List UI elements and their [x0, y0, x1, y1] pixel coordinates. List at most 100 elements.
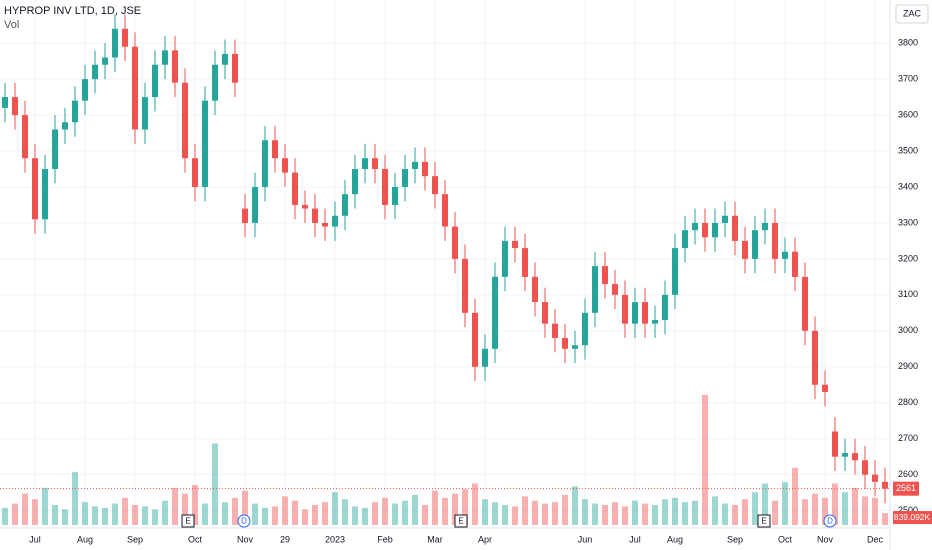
candle-body — [562, 338, 568, 349]
volume-bar — [252, 503, 258, 525]
volume-bar — [552, 502, 558, 525]
volume-bar — [692, 500, 698, 525]
volume-label: 839.092K — [894, 512, 931, 522]
candle-body — [512, 240, 518, 249]
volume-bar — [802, 499, 808, 525]
volume-bar — [2, 507, 8, 525]
volume-bar — [662, 499, 668, 525]
candle-body — [442, 194, 448, 227]
volume-bar — [42, 487, 48, 525]
candle-body — [712, 222, 718, 238]
candle-body — [772, 222, 778, 259]
x-tick-label: Oct — [188, 534, 203, 544]
candle-body — [132, 46, 138, 130]
volume-bar — [112, 503, 118, 525]
volume-bar — [822, 497, 828, 525]
last-price-box — [893, 481, 919, 496]
event-label: D — [827, 517, 833, 526]
volume-bar — [312, 504, 318, 525]
candle-body — [502, 240, 508, 277]
volume-bar — [182, 493, 188, 525]
volume-bar — [442, 497, 448, 525]
candle-body — [592, 266, 598, 313]
volume-bar — [332, 492, 338, 525]
candle-body — [342, 194, 348, 216]
chart-title: HYPROP INV LTD, 1D, JSE — [4, 5, 141, 17]
candle-body — [122, 28, 128, 47]
y-tick-label: 2700 — [898, 433, 918, 443]
volume-bar — [562, 494, 568, 525]
x-tick-label: Apr — [478, 534, 492, 544]
volume-bar — [242, 490, 248, 525]
candle-body — [662, 294, 668, 321]
volume-bar — [432, 490, 438, 525]
y-tick-label: 3400 — [898, 181, 918, 191]
volume-bar — [832, 483, 838, 525]
volume-bar — [342, 499, 348, 525]
volume-bar — [732, 504, 738, 525]
volume-bar — [842, 492, 848, 525]
event-marker — [237, 514, 251, 528]
candle-body — [22, 115, 28, 159]
candle-body — [862, 460, 868, 475]
volume-bar — [362, 507, 368, 525]
y-tick-label: 3000 — [898, 325, 918, 335]
y-tick-label: 2800 — [898, 397, 918, 407]
candle-body — [182, 82, 188, 159]
volume-bar — [582, 499, 588, 525]
candle-body — [402, 169, 408, 187]
volume-bar — [422, 504, 428, 525]
candle-body — [62, 122, 68, 130]
volume-bar — [122, 497, 128, 525]
x-tick-label: Jul — [29, 534, 41, 544]
volume-bar — [542, 503, 548, 525]
volume-bar — [482, 499, 488, 525]
volume-bar — [862, 496, 868, 525]
x-tick-label: Nov — [817, 534, 834, 544]
volume-bar — [872, 497, 878, 525]
volume-bar — [702, 394, 708, 525]
candle-body — [142, 97, 148, 130]
candle-body — [782, 251, 788, 259]
volume-bar — [642, 503, 648, 525]
candle-body — [252, 186, 258, 223]
volume-bar — [62, 509, 68, 525]
candle-body — [572, 345, 578, 349]
candle-body — [742, 240, 748, 259]
volume-bar — [532, 500, 538, 525]
candle-body — [192, 158, 198, 187]
candle-body — [472, 312, 478, 367]
candle-body — [242, 208, 248, 223]
candle-body — [622, 294, 628, 324]
volume-label-box — [893, 511, 932, 524]
volume-bar — [522, 496, 528, 525]
candle-body — [232, 53, 238, 83]
candle-body — [302, 204, 308, 209]
volume-bar — [742, 499, 748, 525]
axis-layer: 2500 2600 2700 2800 2900 3000 3100 3200 3300 3400… — [29, 38, 932, 544]
candle-body — [12, 97, 18, 116]
candle-body — [322, 222, 328, 227]
candle-body — [642, 302, 648, 324]
candle-body — [692, 222, 698, 231]
candle-body — [72, 100, 78, 123]
candle-body — [262, 140, 268, 187]
volume-bar — [502, 504, 508, 525]
candle-body — [482, 348, 488, 367]
volume-bar — [882, 513, 888, 525]
candle-body — [882, 481, 888, 489]
currency-box[interactable] — [895, 4, 929, 24]
candle-body — [82, 79, 88, 101]
volume-bar — [762, 483, 768, 525]
volume-bar — [102, 507, 108, 525]
volume-bar — [782, 482, 788, 525]
candle-body — [672, 248, 678, 295]
y-tick-label: 2500 — [898, 505, 918, 515]
event-label: D — [241, 517, 247, 526]
candle-body — [872, 474, 878, 482]
y-tick-label: 2900 — [898, 361, 918, 371]
candle-body — [2, 97, 8, 108]
candle-body — [382, 169, 388, 205]
candle-body — [762, 222, 768, 231]
currency[interactable]: ZAC — [903, 8, 922, 18]
